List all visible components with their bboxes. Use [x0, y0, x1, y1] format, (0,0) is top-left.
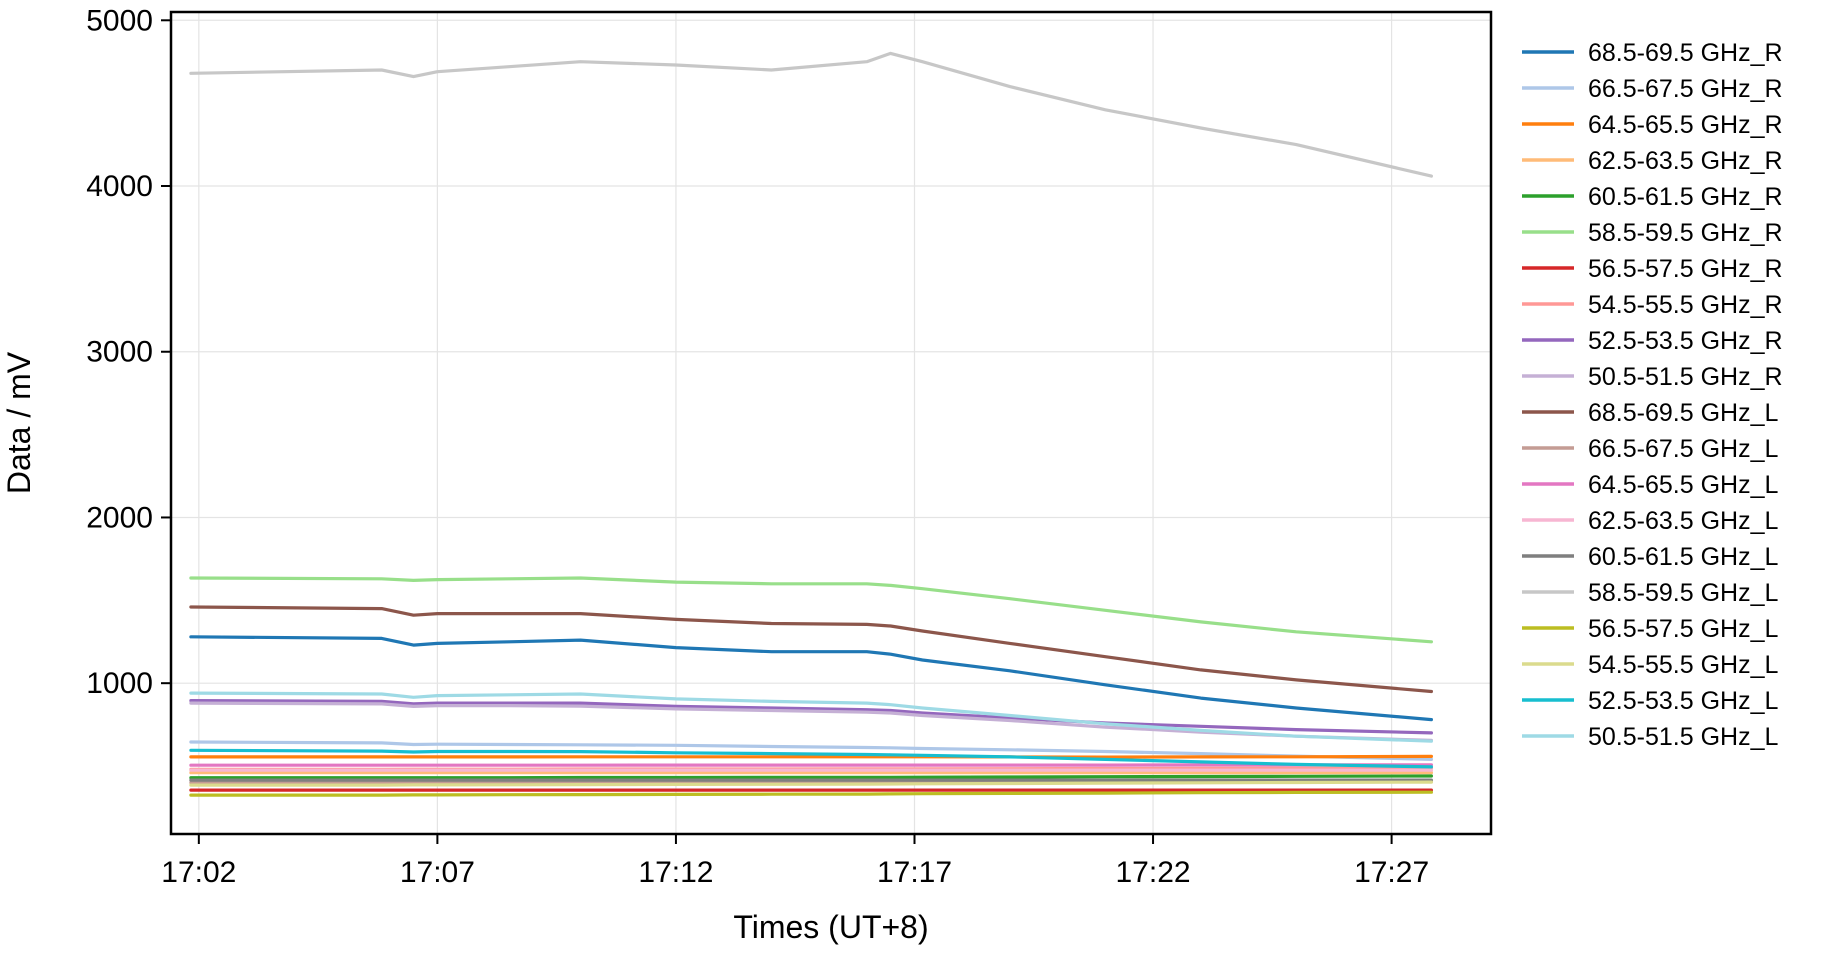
y-tick-label: 5000 [86, 4, 153, 37]
x-tick-label: 17:27 [1354, 856, 1429, 889]
x-axis-label: Times (UT+8) [733, 909, 928, 945]
series-line-11 [191, 607, 1432, 692]
y-tick-label: 2000 [86, 501, 153, 534]
legend: 68.5-69.5 GHz_R 66.5-67.5 GHz_R 64.5-65.5 … [1522, 39, 1783, 751]
legend-label: 64.5-65.5 GHz_L [1588, 471, 1778, 499]
x-tick-label: 17:07 [400, 856, 475, 889]
series-line-3 [191, 756, 1432, 757]
legend-label: 60.5-61.5 GHz_R [1588, 183, 1783, 211]
legend-label: 52.5-53.5 GHz_R [1588, 327, 1783, 355]
y-axis-label: Data / mV [1, 351, 37, 494]
y-tick-label: 4000 [86, 170, 153, 203]
x-tick-label: 17:17 [877, 856, 952, 889]
legend-label: 62.5-63.5 GHz_L [1588, 507, 1778, 535]
legend-label: 54.5-55.5 GHz_L [1588, 651, 1778, 679]
legend-label: 58.5-59.5 GHz_L [1588, 579, 1778, 607]
legend-label: 60.5-61.5 GHz_L [1588, 543, 1778, 571]
legend-label: 52.5-53.5 GHz_L [1588, 687, 1778, 715]
legend-label: 54.5-55.5 GHz_R [1588, 291, 1783, 319]
series-line-17 [191, 792, 1432, 795]
y-tick-label: 3000 [86, 336, 153, 369]
legend-label: 56.5-57.5 GHz_L [1588, 615, 1778, 643]
legend-label: 58.5-59.5 GHz_R [1588, 219, 1783, 247]
legend-label: 50.5-51.5 GHz_L [1588, 723, 1778, 751]
x-tick-label: 17:02 [161, 856, 236, 889]
legend-label: 64.5-65.5 GHz_R [1588, 111, 1783, 139]
legend-label: 50.5-51.5 GHz_R [1588, 363, 1783, 391]
series-line-5 [191, 776, 1432, 778]
series-layer [191, 53, 1432, 795]
legend-label: 66.5-67.5 GHz_L [1588, 435, 1778, 463]
legend-label: 56.5-57.5 GHz_R [1588, 255, 1783, 283]
legend-label: 66.5-67.5 GHz_R [1588, 75, 1783, 103]
x-tick-label: 17:22 [1116, 856, 1191, 889]
legend-label: 62.5-63.5 GHz_R [1588, 147, 1783, 175]
legend-label: 68.5-69.5 GHz_R [1588, 39, 1783, 67]
x-tick-label: 17:12 [638, 856, 713, 889]
series-line-16 [191, 53, 1432, 176]
y-tick-label: 1000 [86, 667, 153, 700]
legend-label: 68.5-69.5 GHz_L [1588, 399, 1778, 427]
